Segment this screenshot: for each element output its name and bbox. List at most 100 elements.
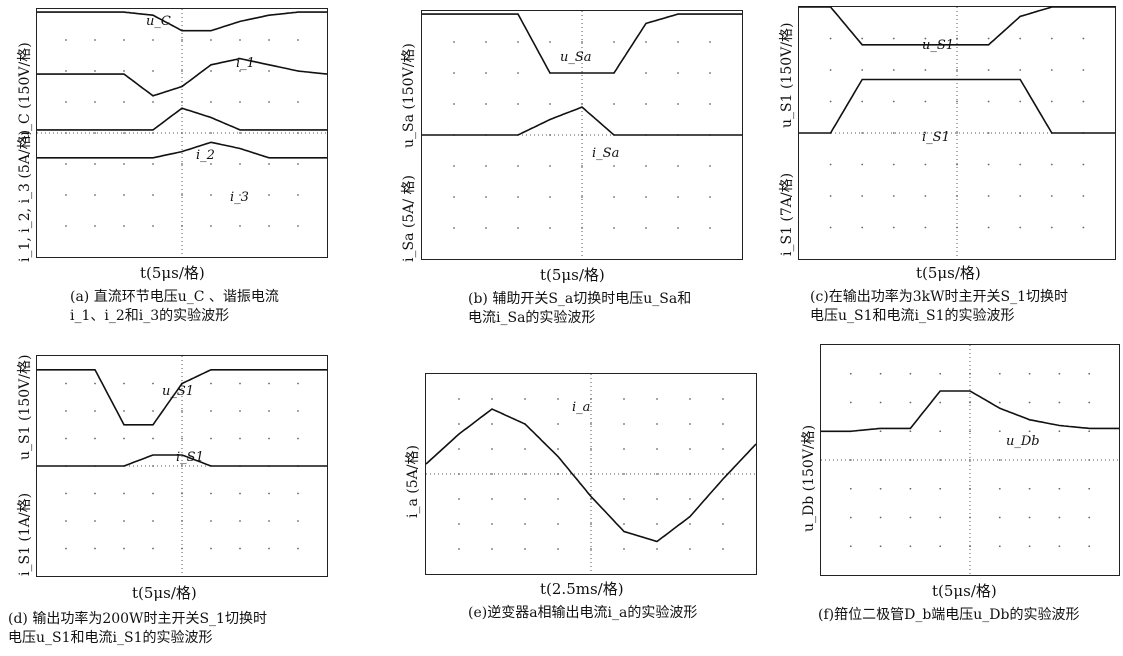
grid-dot bbox=[909, 516, 912, 519]
grid-dot bbox=[829, 195, 832, 197]
panel-b-ann-isa: i_Sa bbox=[592, 146, 620, 161]
panel-a-caption-line2: i_1、i_2和i_3的实验波形 bbox=[70, 308, 230, 324]
grid-dot bbox=[458, 448, 460, 450]
trace-c-1 bbox=[799, 78, 1115, 134]
panel-f-ylabel: u_Db (150V/格) bbox=[801, 424, 817, 532]
grid-dot bbox=[892, 132, 895, 134]
grid-dot bbox=[485, 41, 487, 43]
grid-dot bbox=[94, 410, 96, 412]
grid-dot bbox=[722, 548, 724, 550]
grid-dot bbox=[689, 498, 691, 500]
grid-dot bbox=[65, 70, 67, 72]
grid-dot bbox=[268, 520, 270, 522]
grid-dot bbox=[123, 39, 125, 41]
grid-dot bbox=[1019, 100, 1022, 103]
grid-dot bbox=[987, 163, 990, 166]
grid-dot bbox=[524, 473, 526, 475]
grid-dot bbox=[152, 382, 154, 385]
grid-dot bbox=[909, 545, 912, 548]
grid-dot bbox=[1088, 372, 1091, 375]
grid-dot bbox=[1082, 195, 1085, 197]
grid-dot bbox=[210, 163, 212, 165]
grid-dot bbox=[939, 401, 942, 404]
grid-dot bbox=[590, 423, 592, 425]
grid-dot bbox=[861, 100, 864, 103]
panel-c-ylabel-top: u_S1 (150V/格) bbox=[779, 22, 795, 128]
grid-dot bbox=[1088, 401, 1091, 404]
grid-dot bbox=[956, 132, 958, 134]
grid-dot bbox=[581, 165, 583, 167]
scope-c bbox=[798, 6, 1116, 260]
grid-dot bbox=[65, 382, 67, 385]
grid-dot bbox=[581, 196, 583, 198]
grid-dot bbox=[65, 547, 67, 550]
grid-dot bbox=[458, 423, 460, 425]
grid-dot bbox=[656, 523, 658, 525]
grid-dot bbox=[1028, 372, 1031, 375]
grid-dot bbox=[987, 37, 990, 40]
grid-dot bbox=[181, 492, 183, 495]
grid-dot bbox=[152, 225, 154, 227]
grid-dot bbox=[1058, 401, 1061, 404]
grid-dot bbox=[297, 39, 299, 41]
panel-d-caption: (d) 输出功率为200W时主开关S_1切换时 电压u_S1和电流i_S1的实验… bbox=[8, 610, 267, 648]
grid-dot bbox=[94, 132, 96, 134]
panel-c-xlabel: t(5μs/格) bbox=[916, 264, 981, 282]
grid-dot bbox=[1019, 195, 1022, 197]
grid-dot bbox=[656, 548, 658, 550]
panel-b-caption-line1: (b) 辅助开关S_a切换时电压u_Sa和 bbox=[468, 291, 692, 307]
grid-dot bbox=[557, 498, 559, 500]
grid-dot bbox=[939, 430, 942, 433]
trace-d-1 bbox=[37, 454, 327, 467]
grid-dot bbox=[892, 163, 895, 166]
grid-dot bbox=[892, 69, 895, 71]
grid-dot bbox=[909, 372, 912, 375]
grid-dot bbox=[849, 372, 852, 375]
grid-dot bbox=[998, 516, 1001, 519]
panel-e-caption-line1: (e)逆变器a相输出电流i_a的实验波形 bbox=[468, 605, 698, 621]
grid-dot bbox=[268, 163, 270, 165]
grid-dot bbox=[879, 545, 882, 548]
grid-dot bbox=[123, 410, 125, 412]
grid-dot bbox=[956, 100, 958, 103]
panel-b-ylabel-top: u_Sa (150V/格) bbox=[401, 43, 417, 148]
panel-d-caption-line2: 电压u_S1和电流i_S1的实验波形 bbox=[8, 630, 213, 646]
panel-e-xlabel: t(2.5ms/格) bbox=[540, 580, 624, 598]
grid-dot bbox=[861, 163, 864, 166]
grid-dot bbox=[677, 72, 679, 74]
grid-dot bbox=[879, 487, 882, 490]
grid-dot bbox=[861, 69, 864, 71]
grid-dot bbox=[924, 37, 927, 40]
grid-dot bbox=[94, 492, 96, 495]
grid-dot bbox=[623, 548, 625, 550]
trace-a-0 bbox=[37, 11, 327, 32]
grid-dot bbox=[94, 547, 96, 550]
grid-dot bbox=[722, 498, 724, 500]
grid-dot bbox=[909, 487, 912, 490]
grid-dot bbox=[829, 100, 832, 103]
grid-dot bbox=[1058, 459, 1061, 461]
grid-dot bbox=[879, 372, 882, 375]
grid-dot bbox=[1050, 226, 1053, 229]
grid-dot bbox=[677, 196, 679, 198]
grid-dot bbox=[849, 545, 852, 548]
grid-dot bbox=[924, 226, 927, 229]
grid-dot bbox=[645, 165, 647, 167]
grid-dot bbox=[485, 165, 487, 167]
scope-d bbox=[36, 355, 328, 577]
grid-dot bbox=[458, 548, 460, 550]
grid-dot bbox=[239, 194, 241, 196]
grid-dot bbox=[1019, 163, 1022, 166]
grid-dot bbox=[1019, 37, 1022, 40]
grid-dot bbox=[297, 520, 299, 522]
grid-dot bbox=[152, 101, 154, 103]
grid-dot bbox=[590, 548, 592, 550]
grid-dot bbox=[517, 227, 519, 229]
grid-dot bbox=[453, 72, 455, 74]
grid-dot bbox=[517, 196, 519, 198]
grid-dot bbox=[1019, 226, 1022, 229]
panel-e-ylabel: i_a (5A/格) bbox=[405, 445, 421, 518]
grid-dot bbox=[613, 41, 615, 43]
grid-dot bbox=[65, 39, 67, 41]
scope-d-plot bbox=[37, 356, 327, 576]
